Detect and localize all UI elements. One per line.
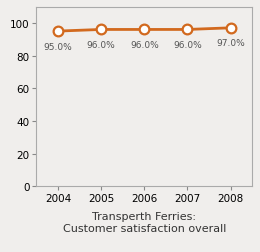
Text: 97.0%: 97.0% — [216, 39, 245, 48]
Text: 96.0%: 96.0% — [130, 41, 159, 50]
X-axis label: Transperth Ferries:
Customer satisfaction overall: Transperth Ferries: Customer satisfactio… — [63, 212, 226, 233]
Text: 96.0%: 96.0% — [173, 41, 202, 50]
Text: 96.0%: 96.0% — [87, 41, 115, 50]
Text: 95.0%: 95.0% — [44, 43, 72, 51]
